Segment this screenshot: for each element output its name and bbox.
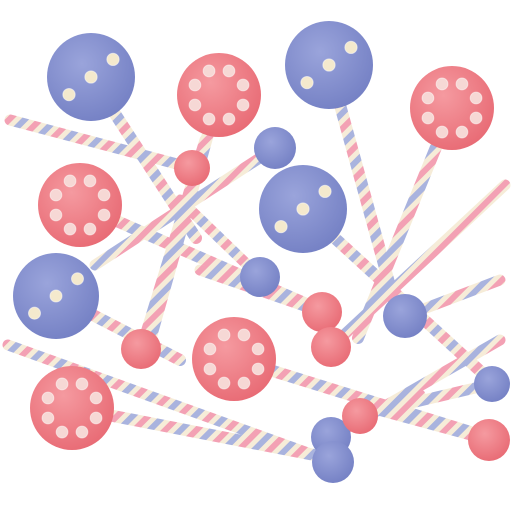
sprinkle-dot <box>97 208 111 222</box>
sprinkle-dot <box>49 188 63 202</box>
sprinkle-dot <box>97 188 111 202</box>
sprinkle-dot <box>421 91 435 105</box>
sprinkle-dot <box>251 362 265 376</box>
sprinkle-dot <box>237 376 251 390</box>
sprinkle-dot <box>236 78 250 92</box>
sprinkle-dot <box>83 174 97 188</box>
sprinkle-dot <box>469 91 483 105</box>
candy-ball-pink <box>174 150 210 186</box>
candy-head <box>121 329 161 369</box>
sprinkle-dot <box>203 342 217 356</box>
sprinkle-dot <box>455 125 469 139</box>
sprinkle-dot <box>455 77 469 91</box>
sprinkle-dot <box>63 174 77 188</box>
sprinkle-dot <box>106 52 120 67</box>
candy-disc-pink <box>177 53 261 137</box>
sprinkle-dot <box>188 98 202 112</box>
sprinkle-dot <box>435 125 449 139</box>
candy-head <box>410 66 494 150</box>
candy-ball-pink <box>311 327 351 367</box>
candy-ball-blue <box>383 294 427 338</box>
candy-ball-blue <box>312 441 354 483</box>
sprinkle-dot <box>222 64 236 78</box>
sprinkle-dot <box>70 272 85 286</box>
sprinkle-dot <box>318 184 332 199</box>
sprinkle-dot <box>83 222 97 236</box>
lollipop-stick <box>4 114 198 174</box>
candy-head <box>474 366 510 402</box>
sprinkle-dot <box>236 98 250 112</box>
sprinkle-dot <box>75 377 89 391</box>
sprinkle-dot <box>469 111 483 125</box>
sprinkle-dot <box>27 306 42 320</box>
sprinkle-dot <box>202 64 216 78</box>
sprinkle-dot <box>217 376 231 390</box>
candy-head <box>240 257 280 297</box>
sprinkle-dot <box>75 425 89 439</box>
sprinkle-dot <box>203 362 217 376</box>
candy-disc-pink <box>38 163 122 247</box>
sprinkle-dot <box>55 377 69 391</box>
candy-head <box>174 150 210 186</box>
sprinkle-dot <box>63 222 77 236</box>
sprinkle-dot <box>274 219 288 234</box>
candy-ball-pink <box>121 329 161 369</box>
sprinkle-dot <box>217 328 231 342</box>
candy-disc-pink <box>192 317 276 401</box>
lollipop-stick <box>2 339 339 468</box>
candy-head <box>38 163 122 247</box>
candy-ball-blue <box>254 127 296 169</box>
candy-disc-blue <box>285 21 373 109</box>
candy-disc-blue <box>259 165 347 253</box>
sprinkle-dot <box>84 70 98 84</box>
candy-head <box>311 327 351 367</box>
candy-head <box>342 398 378 434</box>
sprinkle-dot <box>296 202 310 216</box>
sprinkle-dot <box>251 342 265 356</box>
candy-disc-blue <box>13 253 99 339</box>
sprinkle-dot <box>344 40 358 55</box>
sprinkle-dot <box>237 328 251 342</box>
lollipop-stick <box>354 399 495 446</box>
sprinkle-dot <box>62 87 76 102</box>
candy-head <box>468 419 510 461</box>
sprinkle-dot <box>55 425 69 439</box>
sprinkle-dot <box>222 112 236 126</box>
candy-head <box>312 441 354 483</box>
sprinkle-dot <box>202 112 216 126</box>
candy-ball-pink <box>342 398 378 434</box>
sprinkle-dot <box>41 411 55 425</box>
sprinkle-dot <box>89 411 103 425</box>
candy-ball-blue <box>474 366 510 402</box>
sprinkle-dot <box>49 208 63 222</box>
head-layer <box>13 21 510 483</box>
candy-ball-pink <box>302 292 342 332</box>
sprinkle-dot <box>435 77 449 91</box>
candy-disc-pink <box>30 366 114 450</box>
sprinkle-dot <box>49 289 63 303</box>
candy-disc-blue <box>47 33 135 121</box>
candy-head <box>254 127 296 169</box>
sprinkle-dot <box>188 78 202 92</box>
candy-head <box>383 294 427 338</box>
sprinkle-dot <box>300 75 314 90</box>
lollipop-stick <box>325 179 511 353</box>
candy-head <box>177 53 261 137</box>
candy-head <box>302 292 342 332</box>
sprinkle-dot <box>89 391 103 405</box>
candy-head <box>192 317 276 401</box>
sprinkle-dot <box>421 111 435 125</box>
sprinkle-dot <box>322 58 336 72</box>
sprinkle-dot <box>41 391 55 405</box>
candy-head <box>30 366 114 450</box>
candy-ball-blue <box>240 257 280 297</box>
candy-ball-pink <box>468 419 510 461</box>
candy-disc-pink <box>410 66 494 150</box>
